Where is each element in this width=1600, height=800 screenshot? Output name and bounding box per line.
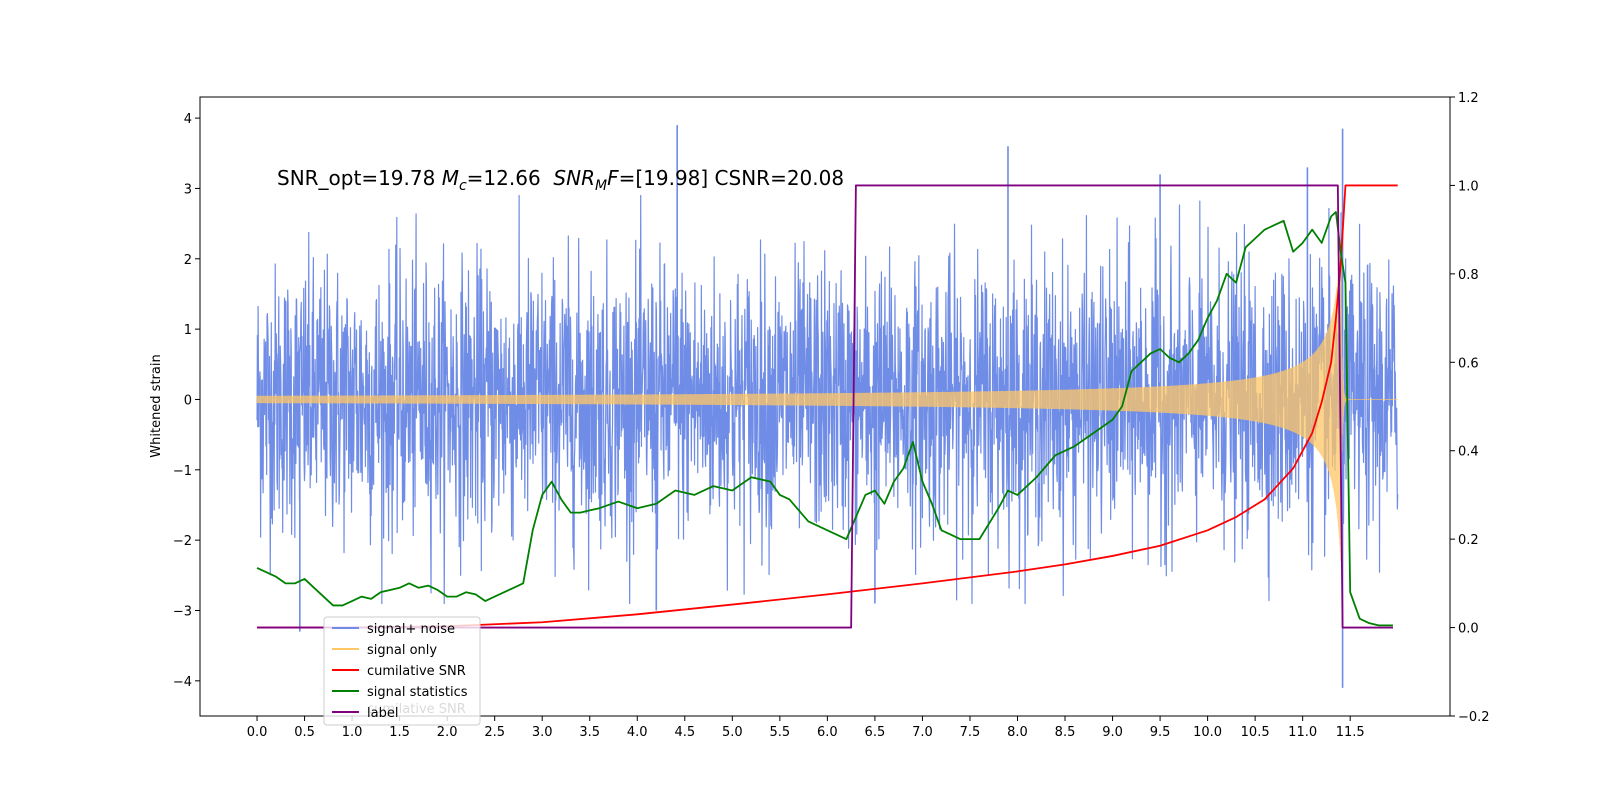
annotation-part: M [595,178,607,194]
annotation-part: =12.66 [467,166,554,190]
x-tick-label: 5.0 [722,725,743,740]
y2-tick-label: 0.8 [1458,268,1479,283]
annotation-part: c [459,178,467,194]
x-tick-label: 2.5 [484,725,505,740]
y2-tick-label: 0.2 [1458,533,1479,548]
axis-ticks: 0.0 0.5 1.0 1.5 2.0 2.5 3.0 3.5 4.0 4.5 5.0 5.5 6.0 6… [173,91,1490,740]
y2-tick-label: 0.6 [1458,356,1479,371]
x-tick-label: 9.5 [1150,725,1171,740]
x-tick-label: 7.0 [912,725,933,740]
x-tick-label: 3.0 [532,725,553,740]
chart-annotation: SNR_opt=19.78 Mc=12.66 SNRMF=[19.98] CSN… [277,166,844,194]
y-tick-label: 0 [184,393,192,408]
x-tick-label: 11.5 [1336,725,1365,740]
x-tick-label: 6.5 [865,725,886,740]
series-label [257,184,1393,629]
axes-frame [199,96,1451,717]
x-tick-label: 8.0 [1007,725,1028,740]
x-tick-label: 8.5 [1055,725,1076,740]
legend-label-label: label [367,706,398,721]
y-tick-label: −1 [173,464,192,479]
legend: cumilative SNR signal+ noise signal only cu… [323,616,481,726]
y2-tick-label: 0.4 [1458,445,1479,460]
x-tick-label: 10.0 [1193,725,1222,740]
annotation-part: F [607,166,619,190]
series-signal-only [256,242,1398,562]
y-tick-label: 2 [184,253,192,268]
series-cumilative-snr [257,184,1398,629]
series-signal-noise [256,194,1399,605]
x-tick-label: 4.5 [674,725,695,740]
y-tick-label: 3 [184,182,192,197]
legend-ghost-text: cumilative SNR [367,702,466,717]
y-tick-label: −3 [173,604,192,619]
x-tick-label: 6.0 [817,725,838,740]
y2-tick-label: 1.0 [1458,179,1479,194]
x-tick-label: 2.0 [437,725,458,740]
x-tick-label: 1.0 [342,725,363,740]
y-axis-label: Whitened strain [149,354,164,457]
legend-label-signal-statistics: signal statistics [367,685,468,700]
y2-tick-label: −0.2 [1458,710,1490,725]
y-tick-label: 1 [184,323,192,338]
x-tick-label: 3.5 [579,725,600,740]
annotation-part: M [442,166,459,190]
x-tick-label: 9.0 [1102,725,1123,740]
annotation-part: SNR [553,166,595,190]
annotation-part: =[19.98] CSNR=20.08 [619,166,845,190]
legend-box [323,616,481,726]
x-tick-label: 0.0 [247,725,268,740]
annotation-part: SNR_opt=19.78 [277,166,442,190]
x-tick-label: 5.5 [770,725,791,740]
y-tick-label: −2 [173,534,192,549]
x-tick-label: 10.5 [1241,725,1270,740]
x-tick-label: 11.0 [1288,725,1317,740]
y-tick-label: −4 [173,675,192,690]
series-signal-statistics [256,211,1393,627]
legend-label-signal-noise: signal+ noise [367,622,455,637]
y-tick-label: 4 [184,112,192,127]
y2-tick-label: 1.2 [1458,91,1479,106]
x-tick-label: 7.5 [960,725,981,740]
x-tick-label: 1.5 [389,725,410,740]
x-tick-label: 4.0 [627,725,648,740]
legend-label-signal-only: signal only [367,643,437,658]
x-tick-label: 0.5 [294,725,315,740]
legend-label-cumilative-snr: cumilative SNR [367,664,466,679]
y2-tick-label: 0.0 [1458,622,1479,637]
plot-area [256,125,1399,688]
